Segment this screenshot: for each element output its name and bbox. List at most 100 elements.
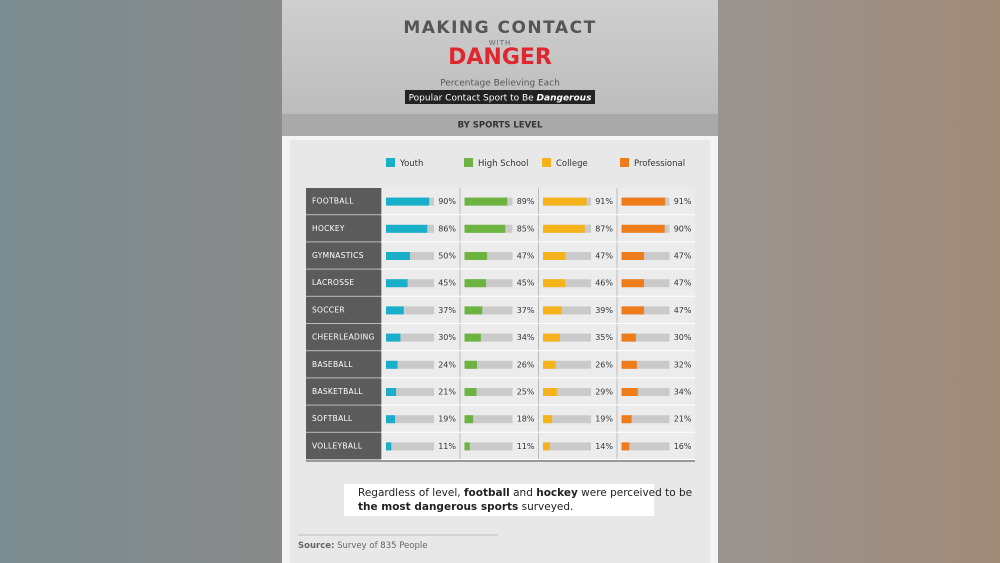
- row-label-cell: [306, 378, 381, 405]
- bar: [386, 279, 408, 288]
- header: [282, 0, 718, 136]
- bar-track: [386, 333, 434, 342]
- bar-track: [543, 333, 591, 342]
- bar: [543, 442, 550, 451]
- value-label: 87%: [595, 224, 613, 233]
- value-label: 39%: [595, 306, 613, 315]
- bar: [543, 306, 562, 315]
- value-label: 47%: [674, 279, 692, 288]
- bar: [543, 333, 560, 342]
- bar: [464, 360, 477, 369]
- section-label: BY SPORTS LEVEL: [458, 121, 543, 131]
- legend-label: College: [556, 159, 588, 169]
- value-label: 34%: [674, 388, 692, 397]
- value-label: 19%: [438, 415, 456, 424]
- value-label: 14%: [595, 442, 613, 451]
- bar: [543, 415, 553, 424]
- value-label: 47%: [674, 306, 692, 315]
- bar-track: [386, 388, 434, 396]
- value-label: 30%: [674, 333, 692, 342]
- note-text: and: [509, 487, 537, 499]
- bar: [464, 279, 487, 288]
- bar: [464, 306, 483, 315]
- value-label: 19%: [595, 415, 613, 424]
- title-main: DANGER: [448, 45, 552, 70]
- value-label: 16%: [674, 442, 692, 451]
- row-label: VOLLEYBALL: [312, 441, 363, 450]
- value-label: 90%: [674, 224, 692, 233]
- value-label: 90%: [438, 197, 456, 206]
- row-label: GYMNASTICS: [312, 251, 364, 260]
- value-label: 34%: [517, 333, 535, 342]
- section-ribbon: [282, 114, 718, 136]
- bar: [621, 415, 632, 424]
- row-label: HOCKEY: [312, 224, 345, 233]
- bar: [386, 388, 397, 396]
- bar-track: [621, 333, 670, 342]
- row-label: LACROSSE: [312, 278, 354, 287]
- row-label: FOOTBALL: [312, 197, 354, 206]
- legend-swatch: [542, 158, 551, 167]
- bar: [621, 252, 645, 260]
- bar-track: [464, 360, 513, 369]
- value-label: 89%: [517, 197, 535, 206]
- row-label-cell: [306, 269, 381, 296]
- bar: [386, 306, 404, 315]
- bar: [621, 360, 637, 369]
- bar-track: [543, 279, 591, 288]
- bar: [464, 415, 474, 424]
- value-label: 26%: [595, 360, 613, 369]
- bar-track: [464, 415, 513, 424]
- value-label: 37%: [517, 306, 535, 315]
- bar-track: [386, 306, 434, 315]
- bar: [386, 415, 396, 424]
- bar-track: [621, 415, 670, 424]
- bar: [621, 197, 666, 206]
- bar-track: [621, 388, 670, 396]
- value-label: 29%: [595, 388, 613, 397]
- note-text: were perceived to be: [577, 487, 693, 499]
- row-label: BASKETBALL: [312, 387, 363, 396]
- bar-track: [543, 388, 591, 396]
- value-label: 47%: [674, 252, 692, 261]
- bar-track: [621, 252, 670, 260]
- bar-track: [543, 252, 591, 260]
- bar-track: [543, 415, 591, 424]
- bar-track: [464, 252, 513, 260]
- row-label-cell: [306, 405, 381, 432]
- legend-label: Youth: [399, 159, 423, 169]
- value-label: 11%: [517, 442, 535, 451]
- legend-swatch: [620, 158, 629, 167]
- bar: [386, 252, 410, 260]
- bar: [386, 224, 428, 233]
- bar-track: [464, 333, 513, 342]
- row-label: SOFTBALL: [312, 414, 353, 423]
- value-label: 11%: [438, 442, 456, 451]
- legend-label: High School: [478, 159, 528, 169]
- bar-track: [621, 360, 670, 369]
- bar-track: [386, 279, 434, 288]
- bar: [386, 333, 401, 342]
- bar: [464, 333, 481, 342]
- bar: [464, 224, 506, 233]
- value-label: 21%: [438, 388, 456, 397]
- bar: [543, 360, 556, 369]
- bar: [543, 279, 566, 288]
- bar: [464, 388, 477, 396]
- bar: [621, 442, 630, 451]
- bar: [621, 279, 645, 288]
- row-label-cell: [306, 432, 381, 459]
- note-text: surveyed.: [518, 501, 574, 513]
- value-label: 21%: [674, 415, 692, 424]
- value-label: 37%: [438, 306, 456, 315]
- note-text: Regardless of level,: [358, 487, 464, 499]
- value-label: 91%: [674, 197, 692, 206]
- bar: [543, 388, 557, 396]
- row-label: BASEBALL: [312, 360, 353, 369]
- bar: [464, 442, 470, 451]
- value-label: 35%: [595, 333, 613, 342]
- bar-track: [386, 442, 434, 451]
- note: Regardless of level, football and hockey…: [344, 484, 692, 516]
